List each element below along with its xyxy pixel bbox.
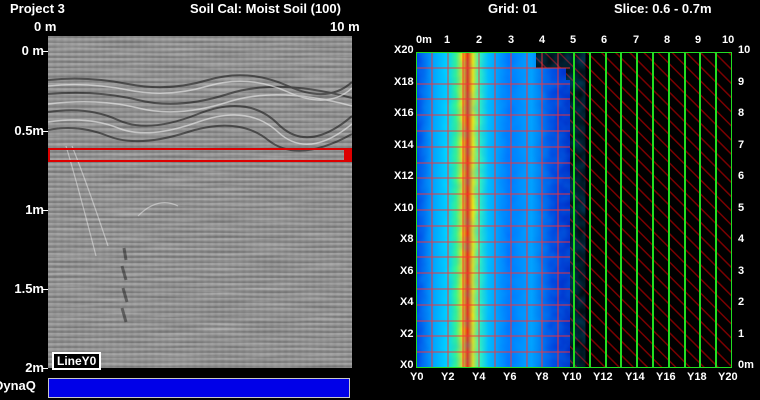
grid-number: Grid: 01 [488,1,538,16]
map-left-label: X0 [400,359,414,371]
map-top-label: 1 [444,34,451,46]
radargram-texture [48,36,352,368]
map-left-label: X4 [400,296,414,308]
map-right-label: 10 [738,44,751,56]
collected-lines [573,52,717,368]
map-left-label: X20 [394,44,414,56]
dynaq-bar[interactable] [48,378,350,398]
map-right-label: 2 [738,296,745,308]
radargram-x-end: 10 m [330,19,360,34]
map-bottom-label: Y18 [687,371,707,383]
map-bottom-label: Y12 [593,371,613,383]
soil-calibration: Soil Cal: Moist Soil (100) [190,1,341,16]
map-bottom-label: Y16 [656,371,676,383]
depth-tick [42,368,48,369]
map-top-label: 4 [539,34,546,46]
map-frame [416,52,732,368]
map-left-label: X6 [400,265,414,277]
map-top-label: 7 [633,34,640,46]
map-bottom-label: Y6 [503,371,517,383]
slice-depth: Slice: 0.6 - 0.7m [614,1,712,16]
map-top-label: 0m [416,34,432,46]
map-bottom-label: Y8 [535,371,549,383]
depth-label-0-5: 0.5m [14,123,44,138]
map-top-label: 5 [570,34,577,46]
map-right-label: 3 [738,265,745,277]
depth-tick [42,210,48,211]
map-right-label: 7 [738,139,745,151]
map-right-label: 9 [738,76,745,88]
map-top-label: 2 [476,34,483,46]
gpr-radargram[interactable] [48,36,352,368]
map-top-label: 6 [601,34,608,46]
map-bottom-label: Y10 [562,371,582,383]
depth-label-0: 0 m [21,43,44,58]
map-bottom-label: Y20 [718,371,738,383]
depth-tick [42,289,48,290]
map-left-label: X12 [394,170,414,182]
map-left-label: X14 [394,139,414,151]
map-left-label: X18 [394,76,414,88]
map-top-label: 9 [695,34,702,46]
depth-tick [42,131,48,132]
slice-depth-selection[interactable] [48,148,351,162]
line-label-badge: LineY0 [52,352,102,370]
map-right-label: 0m [738,359,754,371]
dynaq-label: DynaQ [0,378,36,393]
depth-label-1: 1m [25,202,44,217]
depth-label-1-5: 1.5m [14,281,44,296]
map-left-label: X8 [400,233,414,245]
map-right-label: 6 [738,170,745,182]
map-bottom-label: Y14 [625,371,645,383]
map-left-label: X10 [394,202,414,214]
map-left-label: X2 [400,328,414,340]
map-top-label: 3 [508,34,515,46]
map-bottom-label: Y2 [441,371,455,383]
map-right-label: 8 [738,107,745,119]
radargram-x-start: 0 m [34,19,57,34]
map-left-label: X16 [394,107,414,119]
map-top-label: 10 [722,34,735,46]
map-bottom-label: Y4 [472,371,486,383]
depth-label-2: 2m [25,360,44,375]
project-name: Project 3 [10,1,65,16]
depth-slice-map[interactable] [416,52,732,368]
map-bottom-label: Y0 [410,371,424,383]
slice-selection-handle[interactable] [344,148,352,162]
survey-grid-lines [416,52,570,368]
map-right-label: 1 [738,328,745,340]
map-right-label: 5 [738,202,745,214]
map-top-label: 8 [664,34,671,46]
depth-tick [42,51,48,52]
map-right-label: 4 [738,233,745,245]
